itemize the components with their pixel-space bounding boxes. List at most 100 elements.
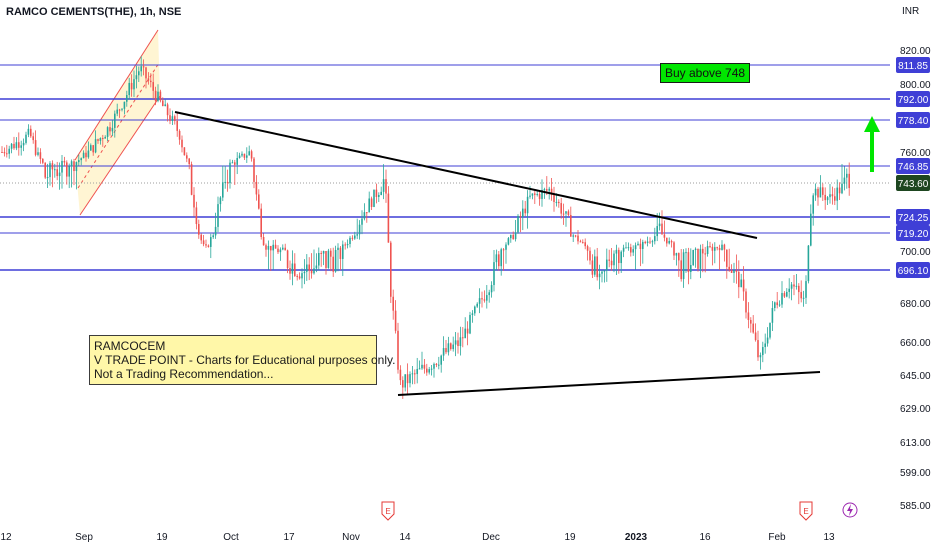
candle-body: [642, 241, 644, 250]
candle-body: [414, 373, 416, 375]
candle-body: [394, 310, 397, 331]
candle-body: [810, 213, 812, 246]
candle-body: [445, 348, 447, 353]
candle-body: [841, 183, 843, 194]
candle-body: [702, 248, 704, 254]
candle-body: [34, 140, 37, 155]
candle-body: [42, 158, 44, 163]
candle-body: [440, 355, 442, 365]
candle-body: [769, 322, 771, 338]
candle-body: [150, 80, 152, 83]
candle-body: [675, 253, 678, 256]
y-tick-label: 613.00: [900, 438, 931, 449]
price-badge-label: 811.85: [898, 61, 928, 72]
svg-text:E: E: [385, 507, 390, 516]
candle-body: [133, 79, 135, 90]
candle-body: [346, 243, 349, 246]
candle-body: [548, 188, 550, 191]
lightning-event-icon[interactable]: [842, 502, 858, 518]
horizontal-levels: [0, 64, 890, 271]
candle-body: [469, 314, 471, 334]
candle-body: [3, 152, 6, 154]
candle-body: [253, 158, 255, 182]
candle-body: [138, 71, 140, 76]
earnings-marker-icon[interactable]: E: [381, 501, 395, 521]
candle-body: [226, 181, 229, 184]
candle-body: [392, 296, 394, 311]
candle-body: [284, 247, 286, 251]
candle-body: [519, 215, 522, 217]
candle-body: [375, 189, 378, 197]
candle-body: [750, 319, 752, 324]
candle-body: [649, 241, 651, 243]
candle-body: [728, 266, 730, 271]
candle-body: [534, 193, 536, 195]
candle-body: [363, 212, 366, 219]
candle-body: [586, 246, 589, 251]
candle-body: [94, 139, 97, 153]
candle-body: [255, 181, 258, 195]
candle-body: [174, 116, 176, 121]
candle-body: [687, 252, 690, 273]
price-badge-bg: [896, 91, 930, 107]
candle-body: [183, 147, 186, 156]
candle-body: [195, 207, 198, 225]
candle-body: [776, 302, 778, 306]
candle-body: [658, 223, 661, 227]
candle-body: [22, 142, 25, 146]
candle-body: [735, 270, 738, 272]
candle-body: [178, 130, 181, 140]
earnings-marker-icon[interactable]: E: [799, 501, 813, 521]
candle-body: [116, 109, 118, 114]
candle-body: [272, 244, 274, 251]
currency-label: INR: [902, 6, 920, 17]
candle-body: [442, 348, 445, 356]
candle-body: [162, 100, 164, 107]
candle-body: [831, 194, 834, 197]
candle-body: [236, 158, 238, 165]
candle-body: [610, 260, 613, 266]
candle-body: [697, 248, 699, 269]
candle-body: [322, 250, 325, 254]
candle-body: [726, 249, 728, 267]
candle-body: [301, 273, 303, 279]
candle-body: [279, 249, 282, 253]
candle-body: [550, 188, 553, 196]
candle-body: [411, 373, 414, 375]
candle-body: [61, 160, 63, 173]
candle-body: [738, 271, 740, 288]
candle-body: [692, 249, 694, 266]
candle-body: [572, 235, 574, 237]
candle-body: [46, 177, 49, 179]
candle-body: [452, 344, 454, 350]
candle-body: [716, 247, 718, 249]
candle-body: [798, 285, 800, 293]
candle-body: [464, 328, 466, 339]
candle-body: [474, 306, 476, 314]
candle-body: [70, 161, 73, 167]
candle-body: [202, 240, 205, 245]
x-tick-label: Dec: [482, 532, 500, 543]
candle-body: [723, 244, 726, 250]
candle-body: [646, 241, 649, 243]
x-tick-label: 14: [399, 532, 411, 543]
candle-body: [63, 160, 66, 163]
candle-body: [447, 343, 450, 353]
candle-body: [418, 368, 421, 370]
candle-body: [627, 247, 630, 249]
candle-body: [699, 248, 702, 269]
candle-body: [706, 246, 709, 254]
candle-body: [306, 264, 308, 272]
candle-body: [433, 363, 435, 369]
candle-body: [733, 270, 735, 273]
candle-body: [606, 259, 608, 271]
candle-body: [824, 194, 826, 201]
candle-body: [200, 234, 202, 241]
candle-body: [589, 250, 591, 261]
candle-body: [786, 291, 788, 297]
candle-body: [258, 194, 260, 209]
candle-body: [795, 285, 798, 287]
ascending-support-line: [397, 371, 821, 396]
note-line: V TRADE POINT - Charts for Educational p…: [94, 353, 396, 367]
